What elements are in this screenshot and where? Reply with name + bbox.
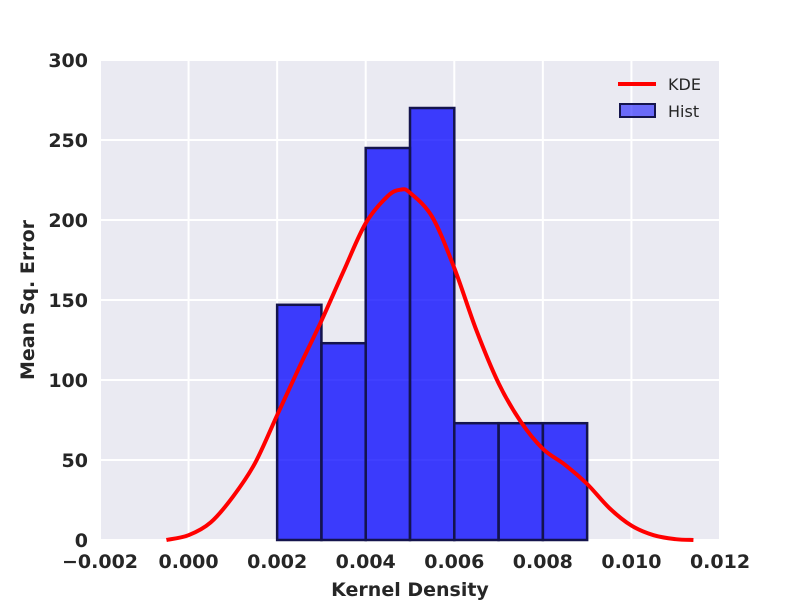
legend-hist-label: Hist — [668, 102, 699, 121]
x-tick-label: 0.006 — [424, 551, 484, 573]
histogram-bar — [364, 146, 412, 542]
x-tick-label: 0.000 — [159, 551, 219, 573]
y-tick-label: 0 — [75, 530, 88, 552]
histogram-bar — [453, 421, 500, 542]
y-tick-label: 200 — [48, 210, 88, 232]
x-tick-label: −0.002 — [62, 551, 138, 573]
x-axis-label: Kernel Density — [331, 579, 489, 600]
kde-line — [166, 187, 694, 542]
x-tick-labels: −0.002 0.000 0.002 0.004 0.006 0.008 0.010 0.01… — [62, 551, 750, 573]
legend-hist-swatch — [619, 103, 656, 118]
x-tick-label: 0.010 — [601, 551, 661, 573]
histogram-bar — [408, 106, 456, 542]
histogram-bar — [541, 421, 589, 542]
y-tick-label: 300 — [48, 50, 88, 72]
x-tick-label: 0.008 — [513, 551, 573, 573]
y-tick-labels: 0 50 100 150 200 250 300 — [48, 50, 88, 552]
y-tick-label: 50 — [62, 450, 88, 472]
histogram-bar — [275, 303, 323, 542]
x-tick-label: 0.002 — [247, 551, 307, 573]
y-axis-label: Mean Sq. Error — [17, 219, 39, 380]
legend-kde-label: KDE — [668, 75, 701, 94]
legend: KDE Hist — [618, 75, 701, 121]
y-tick-label: 100 — [48, 370, 88, 392]
histogram-bar — [320, 341, 367, 542]
y-tick-label: 150 — [48, 290, 88, 312]
y-tick-label: 250 — [48, 130, 88, 152]
kde-line-group — [166, 187, 694, 542]
x-tick-label: 0.004 — [336, 551, 396, 573]
x-tick-label: 0.012 — [690, 551, 750, 573]
histogram-bars — [275, 106, 589, 542]
